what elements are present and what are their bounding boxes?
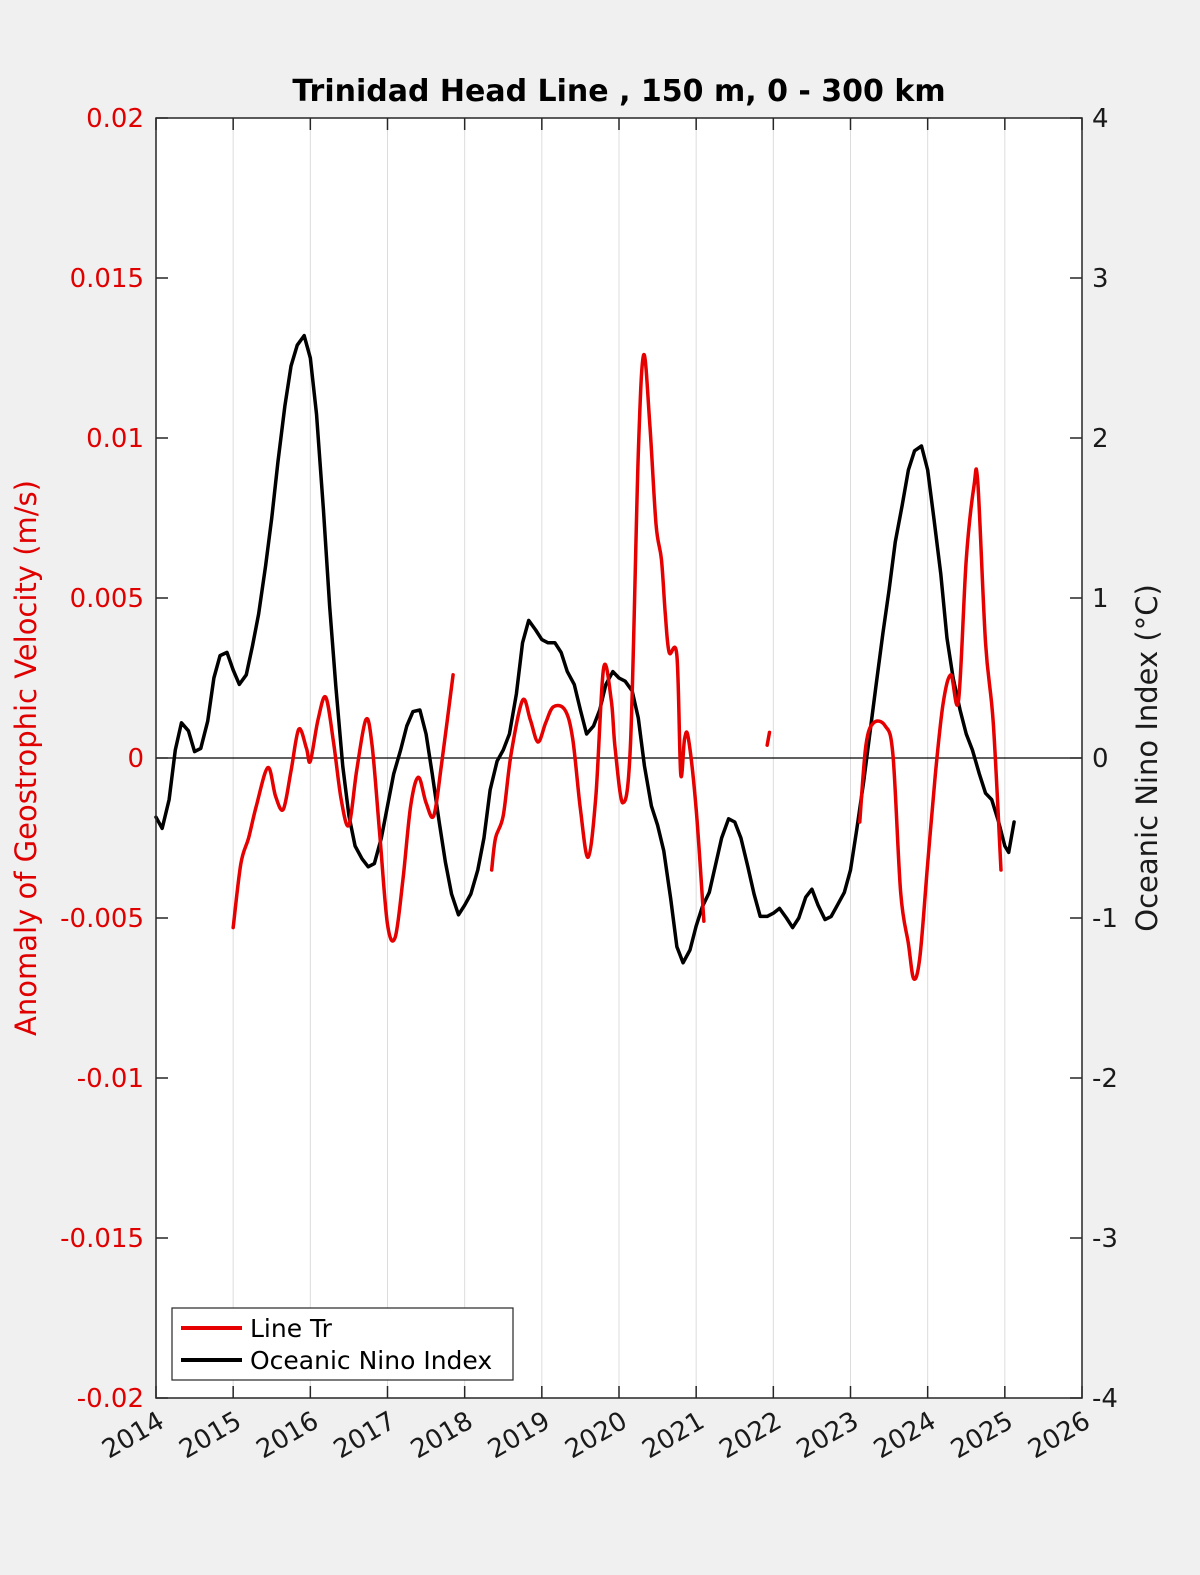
series-line-tr-segment-3 <box>858 467 1003 981</box>
y-left-tick-label--0.01: -0.01 <box>77 1064 144 1094</box>
y-right-tick-label--4: -4 <box>1092 1384 1118 1414</box>
y-axis-label-left: Anomaly of Geostrophic Velocity (m/s) <box>9 480 43 1036</box>
legend-box <box>171 1307 514 1381</box>
y-left-tick-label-0.005: 0.005 <box>70 584 144 614</box>
y-left-tick-label-0.02: 0.02 <box>86 104 144 134</box>
chart-title: Trinidad Head Line , 150 m, 0 - 300 km <box>292 74 945 109</box>
series-layer <box>154 333 1016 981</box>
series-oni-segment-0 <box>154 333 1016 965</box>
y-right-tick-label--3: -3 <box>1092 1224 1118 1254</box>
legend: Line Tr Oceanic Nino Index <box>171 1307 514 1381</box>
legend-label-oni: Oceanic Nino Index <box>250 1346 492 1375</box>
y-left-tick-label-0.01: 0.01 <box>86 424 144 454</box>
y-right-tick-label-1: 1 <box>1092 584 1109 614</box>
y-left-tick-label--0.005: -0.005 <box>60 904 144 934</box>
y-left-tick-label--0.02: -0.02 <box>77 1384 144 1414</box>
y-left-tick-label--0.015: -0.015 <box>60 1224 144 1254</box>
y-left-tick-label-0: 0 <box>127 744 144 774</box>
series-line-tr-segment-0 <box>231 673 455 943</box>
y-right-tick-label-3: 3 <box>1092 264 1109 294</box>
series-line-tr-segment-1 <box>489 353 706 923</box>
axis-ticks: 2014 2015 2016 2017 2018 2019 2020 2021 2022 2023… <box>60 104 1118 1465</box>
y-right-tick-label--2: -2 <box>1092 1064 1118 1094</box>
y-axis-label-right: Oceanic Nino Index (°C) <box>1130 584 1164 932</box>
y-left-tick-label-0.015: 0.015 <box>70 264 144 294</box>
y-right-tick-label--1: -1 <box>1092 904 1118 934</box>
y-right-tick-label-2: 2 <box>1092 424 1109 454</box>
y-right-tick-label-4: 4 <box>1092 104 1109 134</box>
series-line-tr-segment-2 <box>765 730 772 747</box>
y-right-tick-label-0: 0 <box>1092 744 1109 774</box>
legend-label-line-tr: Line Tr <box>250 1314 333 1343</box>
